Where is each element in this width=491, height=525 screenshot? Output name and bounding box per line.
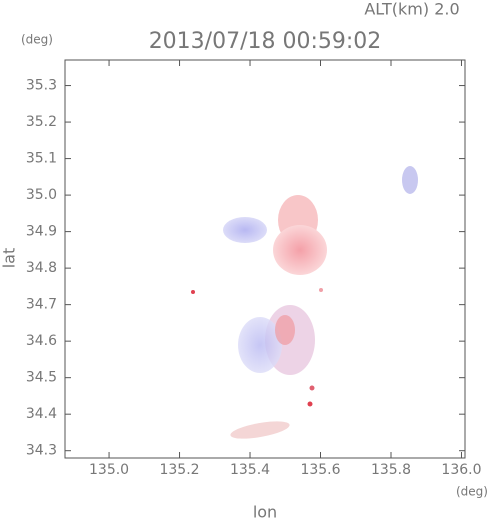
y-tick-label: 34.7 [26, 297, 57, 313]
x-axis-label: lon [253, 503, 277, 522]
x-tick-label: 135.2 [159, 462, 199, 478]
x-unit: (deg) [456, 485, 488, 499]
chart-title: 2013/07/18 00:59:02 [149, 29, 382, 54]
y-tick-label: 35.3 [26, 78, 57, 94]
x-tick-label: 135.6 [300, 462, 340, 478]
plot-frame [64, 59, 466, 459]
echo [273, 225, 327, 275]
altitude-label: ALT(km) 2.0 [364, 0, 459, 19]
echo [319, 288, 323, 292]
y-tick-label: 34.4 [26, 406, 57, 422]
echo [238, 317, 282, 373]
y-tick-label: 35.1 [26, 151, 57, 167]
y-tick-label: 34.3 [26, 443, 57, 459]
echo [309, 385, 315, 391]
x-tick-label: 136.0 [441, 462, 481, 478]
echo [191, 290, 195, 294]
echo [230, 421, 290, 439]
x-tick-label: 135.0 [89, 462, 129, 478]
y-tick-label: 34.9 [26, 224, 57, 240]
y-tick-label: 34.6 [26, 333, 57, 349]
echo [223, 217, 267, 243]
y-tick-label: 35.2 [26, 114, 57, 130]
echoes [191, 166, 418, 439]
y-axis-label: lat [0, 248, 19, 269]
echo [307, 401, 313, 407]
x-tick-label: 135.8 [371, 462, 411, 478]
y-unit: (deg) [21, 33, 53, 47]
y-tick-label: 34.8 [26, 260, 57, 276]
x-tick-label: 135.4 [230, 462, 270, 478]
y-tick-label: 35.0 [26, 187, 57, 203]
echo [275, 315, 295, 345]
y-tick-label: 34.5 [26, 370, 57, 386]
echo [402, 166, 418, 194]
